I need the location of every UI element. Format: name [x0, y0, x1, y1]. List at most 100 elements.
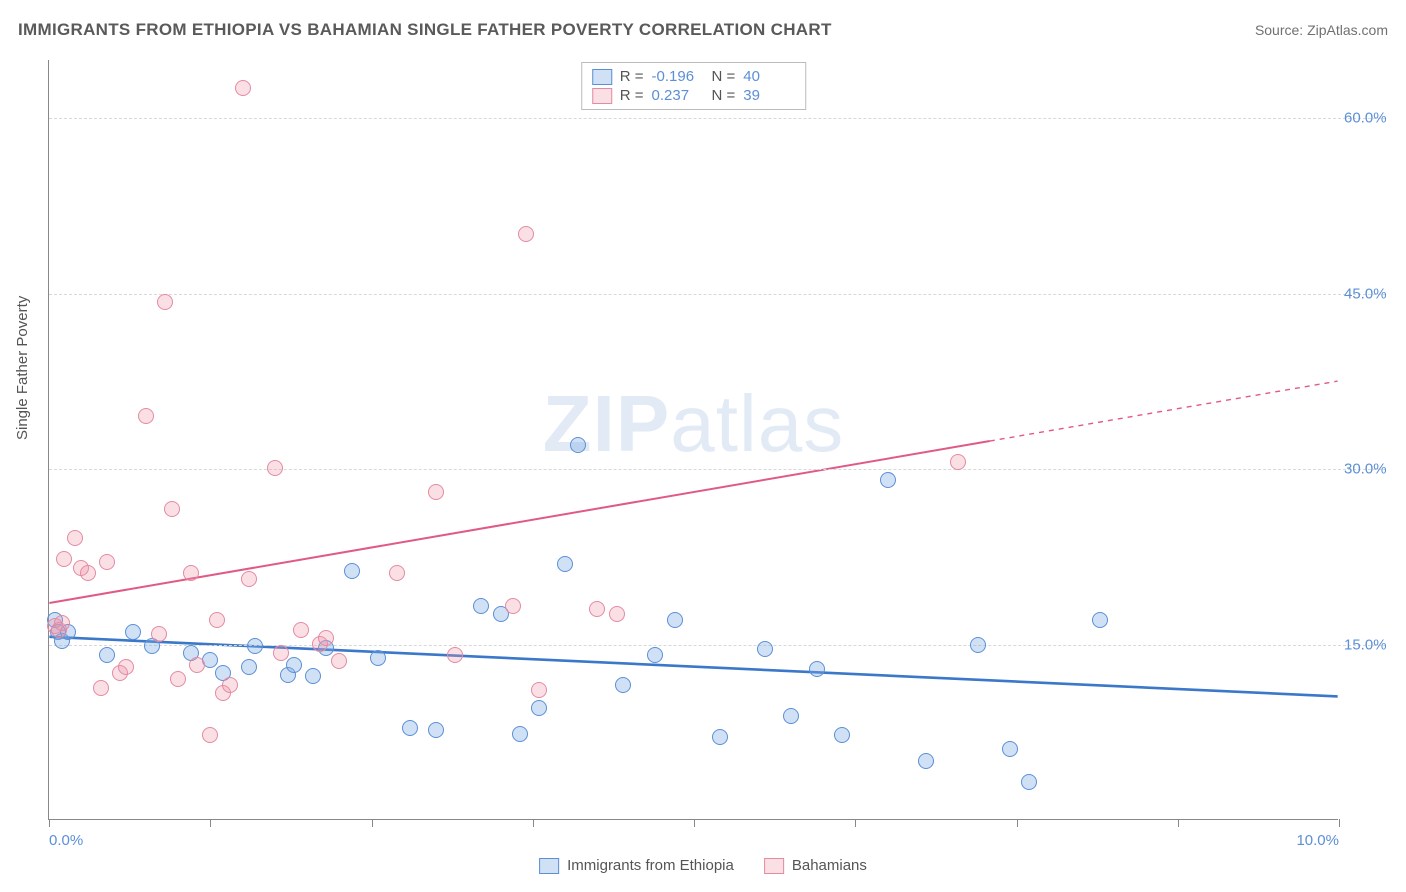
- scatter-point-pink: [67, 530, 83, 546]
- xtick: [1178, 819, 1179, 827]
- scatter-point-blue: [512, 726, 528, 742]
- chart-title: IMMIGRANTS FROM ETHIOPIA VS BAHAMIAN SIN…: [18, 20, 832, 40]
- scatter-point-blue: [344, 563, 360, 579]
- scatter-point-blue: [834, 727, 850, 743]
- scatter-point-pink: [118, 659, 134, 675]
- xtick-label: 0.0%: [49, 832, 83, 849]
- scatter-point-pink: [531, 682, 547, 698]
- scatter-point-pink: [56, 551, 72, 567]
- scatter-point-blue: [531, 700, 547, 716]
- scatter-point-pink: [609, 606, 625, 622]
- ytick-label: 15.0%: [1344, 636, 1398, 653]
- xtick: [49, 819, 50, 827]
- scatter-point-pink: [241, 571, 257, 587]
- scatter-point-pink: [331, 653, 347, 669]
- scatter-point-blue: [305, 668, 321, 684]
- swatch-pink: [592, 88, 612, 104]
- xtick-label: 10.0%: [1296, 832, 1339, 849]
- scatter-point-blue: [1002, 741, 1018, 757]
- scatter-point-pink: [235, 80, 251, 96]
- scatter-point-blue: [125, 624, 141, 640]
- scatter-point-pink: [273, 645, 289, 661]
- scatter-point-pink: [54, 615, 70, 631]
- scatter-point-pink: [164, 501, 180, 517]
- n-value-blue: 40: [743, 68, 795, 85]
- scatter-point-pink: [222, 677, 238, 693]
- xtick: [855, 819, 856, 827]
- scatter-point-blue: [1092, 612, 1108, 628]
- correlation-row-pink: R = 0.237 N = 39: [592, 86, 796, 105]
- scatter-point-blue: [473, 598, 489, 614]
- xtick: [1339, 819, 1340, 827]
- scatter-point-pink: [157, 294, 173, 310]
- scatter-point-pink: [267, 460, 283, 476]
- chart-header: IMMIGRANTS FROM ETHIOPIA VS BAHAMIAN SIN…: [18, 20, 1388, 40]
- xtick: [533, 819, 534, 827]
- scatter-point-pink: [183, 565, 199, 581]
- scatter-point-blue: [809, 661, 825, 677]
- scatter-point-blue: [286, 657, 302, 673]
- scatter-point-pink: [138, 408, 154, 424]
- ytick-label: 45.0%: [1344, 285, 1398, 302]
- swatch-blue: [539, 858, 559, 874]
- legend-item-pink: Bahamians: [764, 857, 867, 874]
- scatter-point-blue: [880, 472, 896, 488]
- source-prefix: Source:: [1255, 22, 1307, 38]
- scatter-point-blue: [712, 729, 728, 745]
- scatter-point-pink: [293, 622, 309, 638]
- y-axis-label: Single Father Poverty: [14, 296, 31, 440]
- scatter-point-blue: [647, 647, 663, 663]
- scatter-point-blue: [99, 647, 115, 663]
- swatch-blue: [592, 69, 612, 85]
- xtick: [1017, 819, 1018, 827]
- correlation-legend: R = -0.196 N = 40 R = 0.237 N = 39: [581, 62, 807, 110]
- scatter-point-blue: [970, 637, 986, 653]
- r-label: R =: [620, 87, 644, 104]
- trend-line-extrap-pink: [990, 381, 1338, 441]
- scatter-point-blue: [370, 650, 386, 666]
- legend-label-pink: Bahamians: [792, 857, 867, 874]
- scatter-point-blue: [247, 638, 263, 654]
- scatter-point-pink: [202, 727, 218, 743]
- scatter-point-blue: [667, 612, 683, 628]
- source-name: ZipAtlas.com: [1307, 22, 1388, 38]
- ytick-label: 60.0%: [1344, 110, 1398, 127]
- ytick-label: 30.0%: [1344, 461, 1398, 478]
- scatter-point-blue: [1021, 774, 1037, 790]
- gridline: [49, 294, 1386, 295]
- scatter-point-pink: [99, 554, 115, 570]
- scatter-point-pink: [318, 630, 334, 646]
- correlation-row-blue: R = -0.196 N = 40: [592, 67, 796, 86]
- r-label: R =: [620, 68, 644, 85]
- series-legend: Immigrants from Ethiopia Bahamians: [539, 857, 867, 874]
- r-value-pink: 0.237: [652, 87, 704, 104]
- scatter-point-blue: [570, 437, 586, 453]
- n-value-pink: 39: [743, 87, 795, 104]
- scatter-point-blue: [428, 722, 444, 738]
- scatter-point-pink: [389, 565, 405, 581]
- scatter-point-pink: [950, 454, 966, 470]
- r-value-blue: -0.196: [652, 68, 704, 85]
- chart-source: Source: ZipAtlas.com: [1255, 22, 1388, 38]
- xtick: [210, 819, 211, 827]
- scatter-point-blue: [241, 659, 257, 675]
- scatter-point-pink: [170, 671, 186, 687]
- scatter-point-pink: [80, 565, 96, 581]
- n-label: N =: [712, 68, 736, 85]
- scatter-point-blue: [615, 677, 631, 693]
- scatter-point-pink: [428, 484, 444, 500]
- gridline: [49, 469, 1386, 470]
- scatter-point-blue: [557, 556, 573, 572]
- scatter-point-blue: [757, 641, 773, 657]
- xtick: [694, 819, 695, 827]
- gridline: [49, 118, 1386, 119]
- scatter-plot-area: ZIPatlas R = -0.196 N = 40 R = 0.237 N =…: [48, 60, 1338, 820]
- scatter-point-pink: [505, 598, 521, 614]
- scatter-point-pink: [447, 647, 463, 663]
- scatter-point-pink: [209, 612, 225, 628]
- scatter-point-blue: [402, 720, 418, 736]
- scatter-point-pink: [93, 680, 109, 696]
- legend-item-blue: Immigrants from Ethiopia: [539, 857, 734, 874]
- trend-lines-svg: [49, 60, 1338, 819]
- scatter-point-blue: [918, 753, 934, 769]
